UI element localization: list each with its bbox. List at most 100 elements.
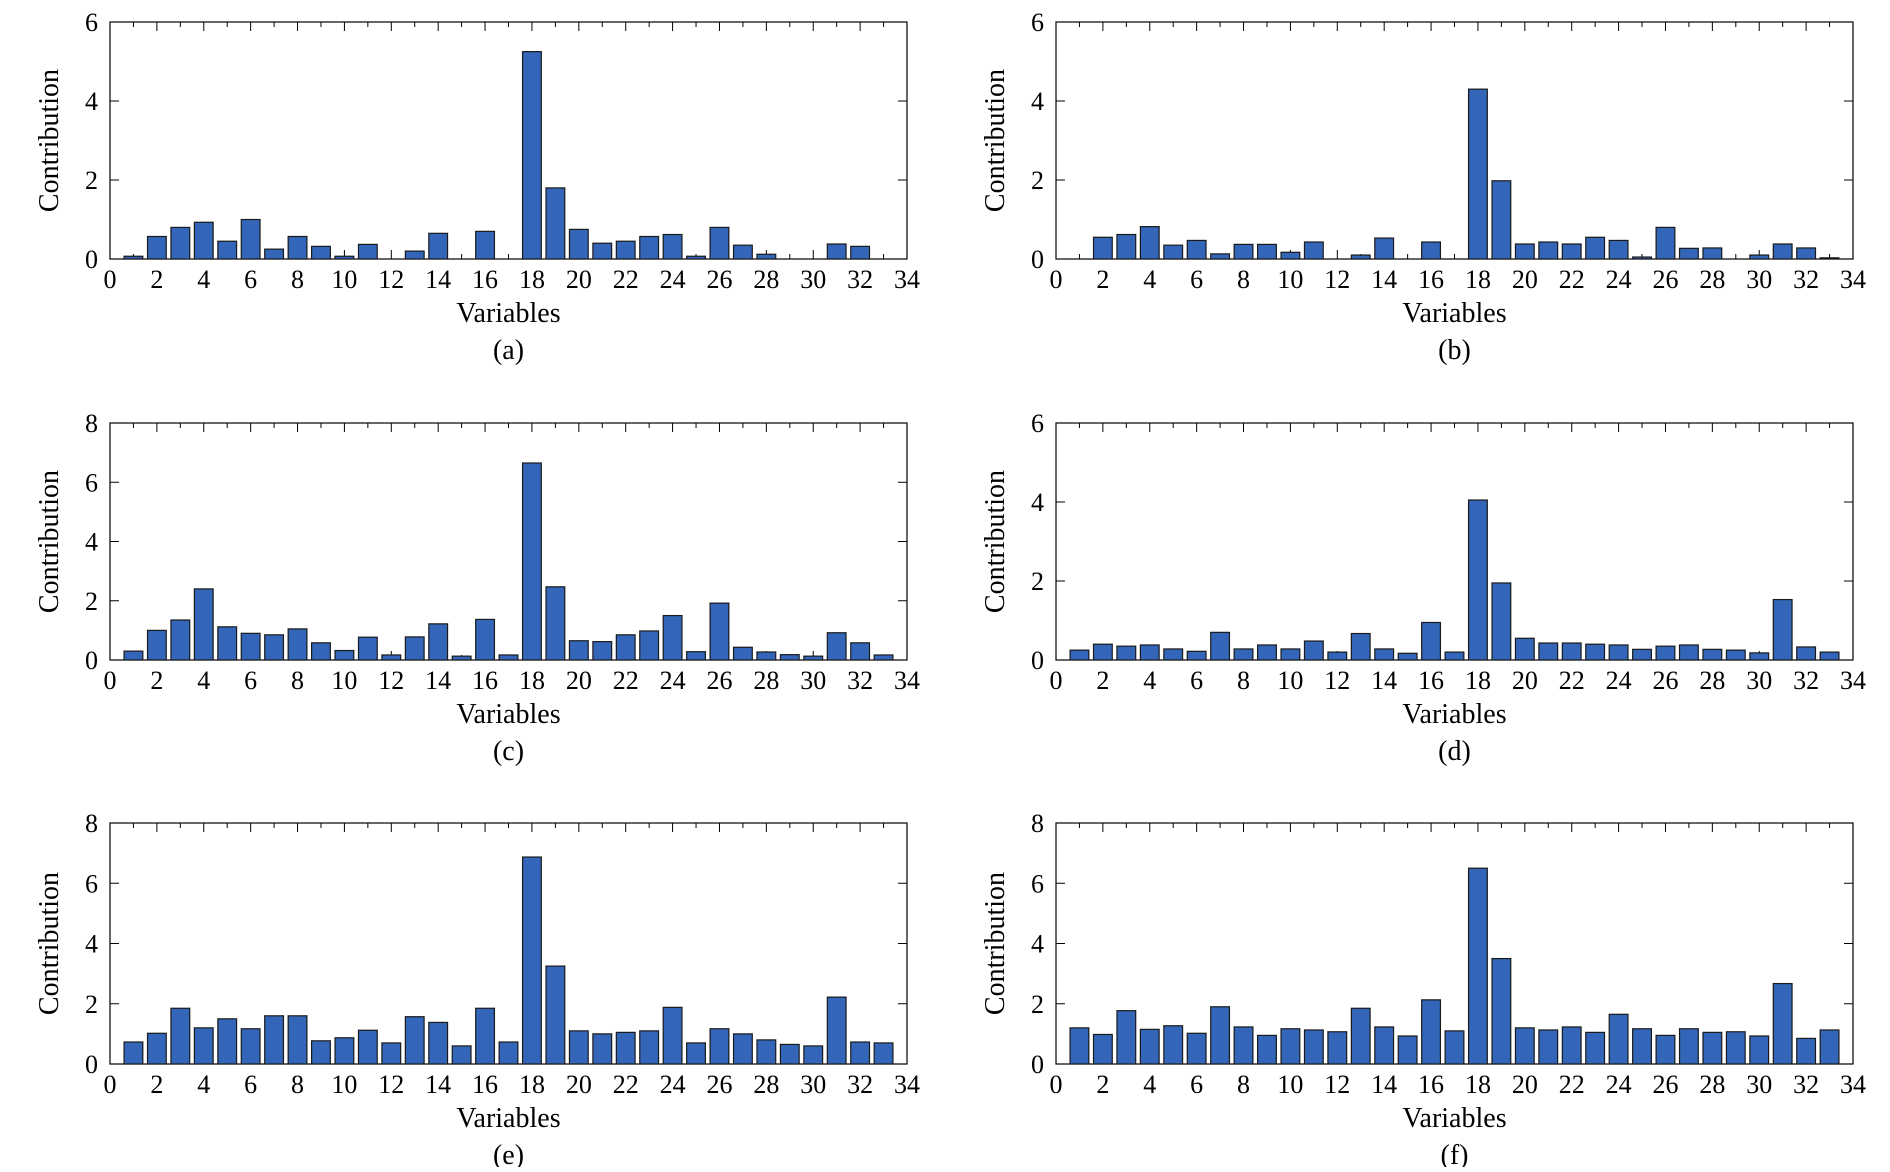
bar xyxy=(404,636,425,661)
x-axis-label: Variables xyxy=(456,699,560,730)
y-tick-label: 6 xyxy=(1031,409,1044,438)
bar xyxy=(615,634,636,661)
panel-label: (c) xyxy=(493,736,524,767)
bar xyxy=(1772,982,1793,1065)
bar xyxy=(1069,649,1090,661)
bar xyxy=(146,1032,167,1065)
x-tick-label: 24 xyxy=(1606,666,1632,695)
panel-label: (b) xyxy=(1438,335,1471,366)
bar xyxy=(1608,239,1629,260)
bar xyxy=(1655,226,1676,260)
bar xyxy=(451,1045,472,1065)
x-tick-label: 24 xyxy=(660,265,686,294)
bar xyxy=(1819,257,1840,260)
chart-panel-d: 0 2 4 6 8 10 12 14 16 18 20 22 24 26 28 30 32 340246Varia… xyxy=(980,409,1866,767)
y-tick-label: 2 xyxy=(85,990,98,1019)
y-axis-label: Contribution xyxy=(34,872,65,1015)
x-tick-label: 14 xyxy=(425,666,451,695)
bar xyxy=(1256,644,1277,661)
x-tick-label: 26 xyxy=(1652,265,1678,294)
plot-frame xyxy=(1055,21,1854,260)
x-tick-label: 8 xyxy=(291,265,304,294)
bar xyxy=(1350,1007,1371,1065)
bar xyxy=(592,641,613,661)
y-tick-label: 0 xyxy=(85,245,98,274)
bar xyxy=(240,632,261,661)
y-tick-label: 0 xyxy=(1031,646,1044,675)
x-tick-label: 16 xyxy=(472,1070,498,1099)
bar xyxy=(1303,1029,1324,1065)
bar xyxy=(381,654,402,661)
bar xyxy=(334,649,355,661)
x-tick-label: 4 xyxy=(197,1070,210,1099)
x-tick-label: 18 xyxy=(519,265,545,294)
bar xyxy=(475,618,496,661)
x-tick-label: 10 xyxy=(1277,265,1303,294)
bar xyxy=(381,1042,402,1065)
bar xyxy=(1585,643,1606,661)
x-tick-label: 26 xyxy=(1652,666,1678,695)
bar xyxy=(1538,642,1559,661)
x-tick-label: 22 xyxy=(1559,265,1585,294)
bar xyxy=(334,255,355,260)
x-tick-label: 28 xyxy=(1699,666,1725,695)
bar xyxy=(1561,243,1582,260)
x-tick-label: 2 xyxy=(1096,265,1109,294)
bar xyxy=(1163,648,1184,661)
x-tick-label: 4 xyxy=(197,265,210,294)
x-tick-label: 30 xyxy=(1746,666,1772,695)
x-tick-label: 26 xyxy=(706,1070,732,1099)
x-tick-label: 6 xyxy=(244,666,257,695)
bar xyxy=(123,1041,144,1065)
bar xyxy=(1210,631,1231,661)
x-tick-label: 28 xyxy=(753,1070,779,1099)
bar xyxy=(1585,236,1606,260)
bar xyxy=(873,1042,894,1065)
y-tick-label: 2 xyxy=(1031,990,1044,1019)
bar xyxy=(193,221,214,260)
bar xyxy=(1819,651,1840,661)
y-tick-label: 2 xyxy=(85,587,98,616)
x-tick-label: 30 xyxy=(800,666,826,695)
x-tick-label: 20 xyxy=(566,265,592,294)
bar xyxy=(779,1043,800,1065)
bar xyxy=(592,1033,613,1065)
bar xyxy=(1116,233,1137,260)
x-tick-label: 12 xyxy=(1324,666,1350,695)
bar xyxy=(1256,1034,1277,1065)
x-tick-label: 24 xyxy=(660,1070,686,1099)
x-tick-label: 16 xyxy=(1418,666,1444,695)
x-tick-label: 4 xyxy=(1143,1070,1156,1099)
x-tick-label: 10 xyxy=(1277,1070,1303,1099)
bar xyxy=(1303,241,1324,260)
bar xyxy=(1514,637,1535,661)
bar xyxy=(732,646,753,661)
bar xyxy=(1585,1031,1606,1065)
x-tick-label: 8 xyxy=(1237,265,1250,294)
y-tick-label: 2 xyxy=(1031,166,1044,195)
x-tick-label: 28 xyxy=(1699,265,1725,294)
x-tick-label: 18 xyxy=(519,666,545,695)
x-tick-label: 22 xyxy=(613,265,639,294)
y-tick-label: 6 xyxy=(85,8,98,37)
bar xyxy=(1444,651,1465,661)
bar xyxy=(217,1018,238,1065)
x-tick-label: 12 xyxy=(1324,1070,1350,1099)
bar xyxy=(1632,256,1653,260)
x-tick-label: 12 xyxy=(378,1070,404,1099)
bar xyxy=(475,1007,496,1065)
bar xyxy=(1725,649,1746,661)
x-tick-label: 10 xyxy=(1277,666,1303,695)
x-tick-label: 24 xyxy=(1606,1070,1632,1099)
x-tick-label: 6 xyxy=(244,265,257,294)
bar xyxy=(1186,1032,1207,1065)
bar xyxy=(1655,1034,1676,1065)
bar xyxy=(1092,643,1113,661)
bar xyxy=(521,51,542,260)
bar xyxy=(170,226,191,260)
bar xyxy=(1608,644,1629,661)
x-tick-label: 6 xyxy=(1190,1070,1203,1099)
bar xyxy=(287,235,308,260)
bar xyxy=(1327,651,1348,661)
x-tick-label: 14 xyxy=(425,265,451,294)
